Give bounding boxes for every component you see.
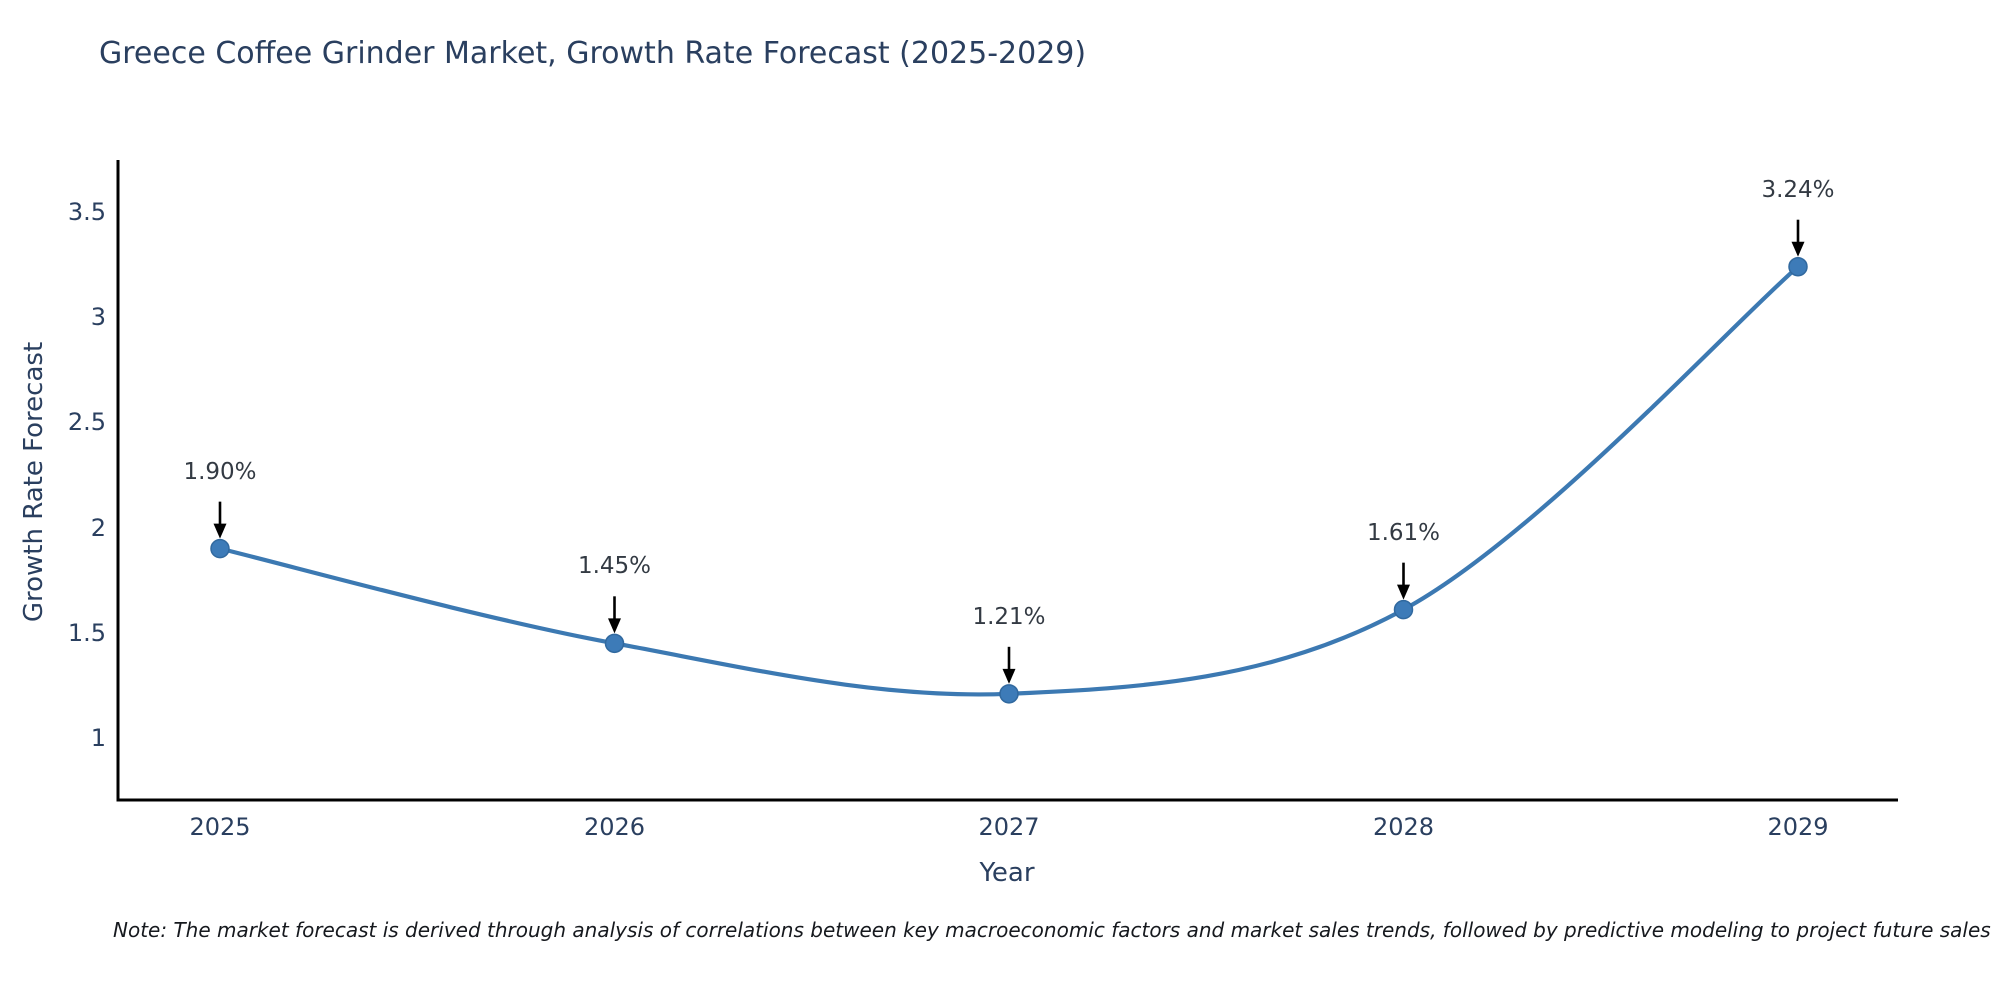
data-point-marker <box>210 538 230 559</box>
x-tick-label: 2029 <box>1767 813 1829 841</box>
chart-title: Greece Coffee Grinder Market, Growth Rat… <box>99 36 1087 71</box>
y-tick-label: 1 <box>90 724 106 752</box>
annotation-arrow-head <box>1791 241 1805 257</box>
data-point-marker <box>604 633 625 654</box>
x-tick-label: 2028 <box>1372 813 1435 841</box>
x-tick-label: 2025 <box>189 813 251 841</box>
footnote: Note: The market forecast is derived thr… <box>113 918 1991 942</box>
y-tick-label: 1.5 <box>67 618 106 647</box>
point-annotation: 1.90% <box>183 458 257 485</box>
annotation-arrow-head <box>1002 668 1016 684</box>
data-point-marker <box>1393 599 1414 620</box>
point-annotation: 1.61% <box>1366 519 1441 546</box>
annotation-arrow-head <box>1397 584 1410 600</box>
annotation-arrow-head <box>213 523 227 539</box>
data-point-marker <box>999 684 1019 704</box>
annotation-arrow-head <box>608 618 621 634</box>
x-axis-title: Year <box>979 858 1035 888</box>
data-point-marker <box>1788 256 1808 277</box>
point-annotation: 1.45% <box>577 553 652 580</box>
y-tick-label: 2 <box>90 513 106 542</box>
x-tick-label: 2027 <box>978 813 1040 841</box>
x-tick-label: 2026 <box>583 813 646 841</box>
y-tick-label: 3 <box>90 303 106 332</box>
y-tick-label: 3.5 <box>67 198 106 226</box>
point-annotation: 1.21% <box>972 603 1046 630</box>
y-axis-title: Growth Rate Forecast <box>19 341 49 623</box>
y-tick-label: 2.5 <box>67 408 106 437</box>
point-annotation: 3.24% <box>1761 176 1835 203</box>
